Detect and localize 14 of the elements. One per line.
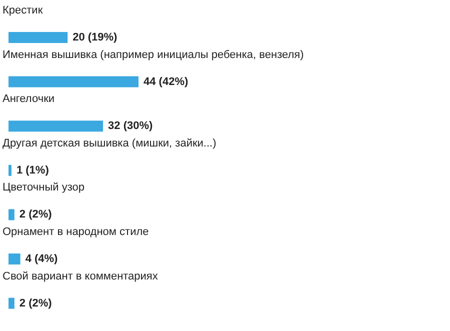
- y-tick-label: Именная вышивка (например инициалы ребенка, вензеля): [2, 48, 304, 61]
- y-tick-label: Свой вариант в комментариях: [2, 270, 158, 282]
- data-label: 32 (30%): [108, 120, 154, 132]
- data-label: 2 (2%): [19, 297, 52, 310]
- y-tick-label: Крестик: [2, 4, 43, 16]
- data-label: 1 (1%): [16, 164, 50, 176]
- y-tick-label: Ангелочки: [2, 93, 55, 106]
- data-label: 4 (4%): [25, 253, 58, 265]
- data-label: 20 (19%): [72, 32, 118, 44]
- y-tick-label: Другая детская вышивка (мишки, зайки...): [2, 137, 216, 150]
- y-tick-label: Орнамент в народном стиле: [2, 226, 149, 238]
- y-tick-label: Цветочный узор: [2, 182, 84, 194]
- data-label: 44 (42%): [144, 76, 188, 88]
- data-label: 2 (2%): [19, 208, 52, 221]
